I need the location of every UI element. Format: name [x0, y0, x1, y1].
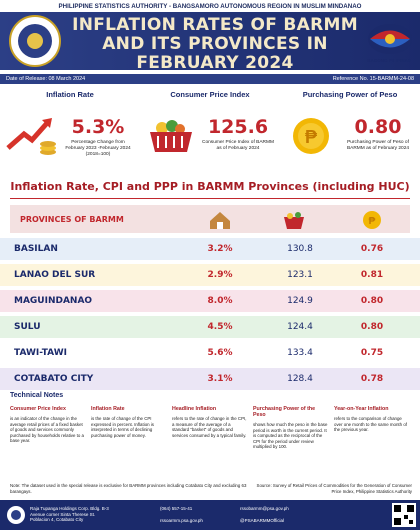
agency: PHILIPPINE STATISTICS AUTHORITY - BANGSA… — [58, 3, 362, 10]
province: BASILAN — [14, 244, 58, 254]
card-value: 5.3% — [71, 116, 125, 138]
rule — [10, 198, 410, 199]
title: INFLATION RATES OF BARMM AND ITS PROVINC… — [72, 15, 358, 73]
notes-title: Technical Notes — [10, 392, 64, 399]
inflation-rate: 4.5% — [207, 322, 233, 332]
cpi: 124.4 — [287, 322, 313, 332]
note-item: Purchasing Power of the Peso shows how mu… — [253, 406, 329, 450]
note-heading: Consumer Price Index — [10, 406, 66, 412]
svg-text:₱: ₱ — [369, 216, 376, 227]
footer-logo — [7, 506, 25, 524]
note-text: refers to the rate of change in the CPI,… — [172, 416, 247, 438]
card-heading: Inflation Rate — [46, 90, 94, 99]
inflation-rate: 3.2% — [207, 244, 233, 254]
province: COTABATO CITY — [14, 374, 94, 384]
province: SULU — [14, 322, 41, 332]
card-value: 0.80 — [354, 116, 402, 138]
phone: (064) 557-15-41 — [160, 506, 193, 511]
card-icon: ₱ — [293, 118, 329, 154]
note-text: is the rate of change of the CPI express… — [91, 416, 154, 438]
ppp: 0.75 — [360, 348, 384, 358]
table-row: TAWI-TAWI 5.6% 133.4 0.75 — [0, 342, 420, 364]
table-row: BASILAN 3.2% 130.8 0.76 — [0, 238, 420, 260]
title-bar — [0, 12, 420, 70]
column-header: PROVINCES OF BARMM — [20, 215, 124, 224]
inflation-rate: 5.6% — [207, 348, 233, 358]
note-item: Inflation Rate is the rate of change of t… — [91, 406, 167, 438]
svg-text:₱: ₱ — [305, 127, 317, 147]
address: Raja Tupanga Holdings Corp. Bldg. B-3 Av… — [30, 506, 109, 522]
cpi: 124.9 — [287, 296, 313, 306]
section-title: Inflation Rate, CPI and PPP in BARMM Pro… — [10, 180, 410, 193]
table-row: COTABATO CITY 3.1% 128.4 0.78 — [0, 368, 420, 390]
inflation-rate: 8.0% — [207, 296, 233, 306]
note-text: refers to the comparison of change over … — [334, 416, 407, 433]
footer: Raja Tupanga Holdings Corp. Bldg. B-3 Av… — [0, 500, 420, 530]
card-description: Consumer Price Index of BARMM as of Febr… — [202, 140, 274, 151]
note-item: Consumer Price Index is an indicator of t… — [10, 406, 86, 444]
cpi: 133.4 — [287, 348, 313, 358]
ppp: 0.76 — [360, 244, 384, 254]
inflation-rate: 2.9% — [207, 270, 233, 280]
stat-card: Inflation Rate 5.3% Percentage Change from… — [0, 90, 140, 172]
qr-code — [392, 503, 416, 527]
note-heading: Headline Inflation — [172, 406, 217, 412]
card-heading: Purchasing Power of Peso — [302, 90, 398, 99]
table-row: SULU 4.5% 124.4 0.80 — [0, 316, 420, 338]
table-row: MAGUINDANAO 8.0% 124.9 0.80 — [0, 290, 420, 312]
ppp: 0.81 — [360, 270, 384, 280]
card-icon — [150, 120, 192, 152]
card-icon — [6, 118, 56, 155]
stat-card: Purchasing Power of Peso ₱ 0.80 Purchasing … — [280, 90, 420, 172]
note-heading: Inflation Rate — [91, 406, 125, 412]
column-icons: ₱ — [210, 211, 381, 229]
note-item: Year-on-Year Inflation refers to the comp… — [334, 406, 410, 433]
note-text: is an indicator of the change in the ave… — [10, 416, 84, 444]
province: LANAO DEL SUR — [14, 270, 96, 280]
email: rssobarmm@psa.gov.ph — [240, 506, 289, 511]
inflation-rate: 3.1% — [207, 374, 233, 384]
note-heading: Purchasing Power of the Peso — [253, 406, 316, 418]
website: rssoarmm.psa.gov.ph — [160, 518, 203, 523]
card-description: Percentage Change from February 2023 -Fe… — [65, 140, 131, 157]
source: Source: Survey of Retail Prices of Commo… — [256, 483, 412, 494]
date-bar: Date of Release: 08 March 2024 Reference … — [0, 74, 420, 84]
ppp: 0.80 — [360, 296, 384, 306]
release-date: Date of Release: 08 March 2024 — [6, 76, 86, 82]
tagline: BAGONG PILIPINAS — [367, 58, 411, 63]
province: MAGUINDANAO — [14, 296, 93, 306]
stat-card: Consumer Price Index 125.6 Consumer Price … — [140, 90, 280, 172]
ppp: 0.80 — [360, 322, 384, 332]
card-heading: Consumer Price Index — [170, 90, 250, 99]
note: Note: The dataset used in the special re… — [10, 483, 247, 494]
cpi: 130.8 — [287, 244, 313, 254]
bagong-logo — [368, 24, 412, 54]
psa-logo — [9, 15, 61, 67]
cpi: 123.1 — [287, 270, 313, 280]
note-text: shows how much the peso in the base peri… — [253, 422, 328, 450]
reference: Reference No. 15-BARMM-24-08 — [332, 76, 414, 82]
province: TAWI-TAWI — [14, 348, 67, 358]
cpi: 128.4 — [287, 374, 313, 384]
card-value: 125.6 — [207, 116, 269, 138]
note-heading: Year-on-Year Inflation — [334, 406, 389, 412]
ppp: 0.78 — [360, 374, 384, 384]
facebook: @PSABARMMOfficial — [240, 518, 284, 523]
table-row: LANAO DEL SUR 2.9% 123.1 0.81 — [0, 264, 420, 286]
note-item: Headline Inflation refers to the rate of … — [172, 406, 248, 438]
card-description: Purchasing Power of Peso of BARMM as of … — [346, 140, 410, 151]
